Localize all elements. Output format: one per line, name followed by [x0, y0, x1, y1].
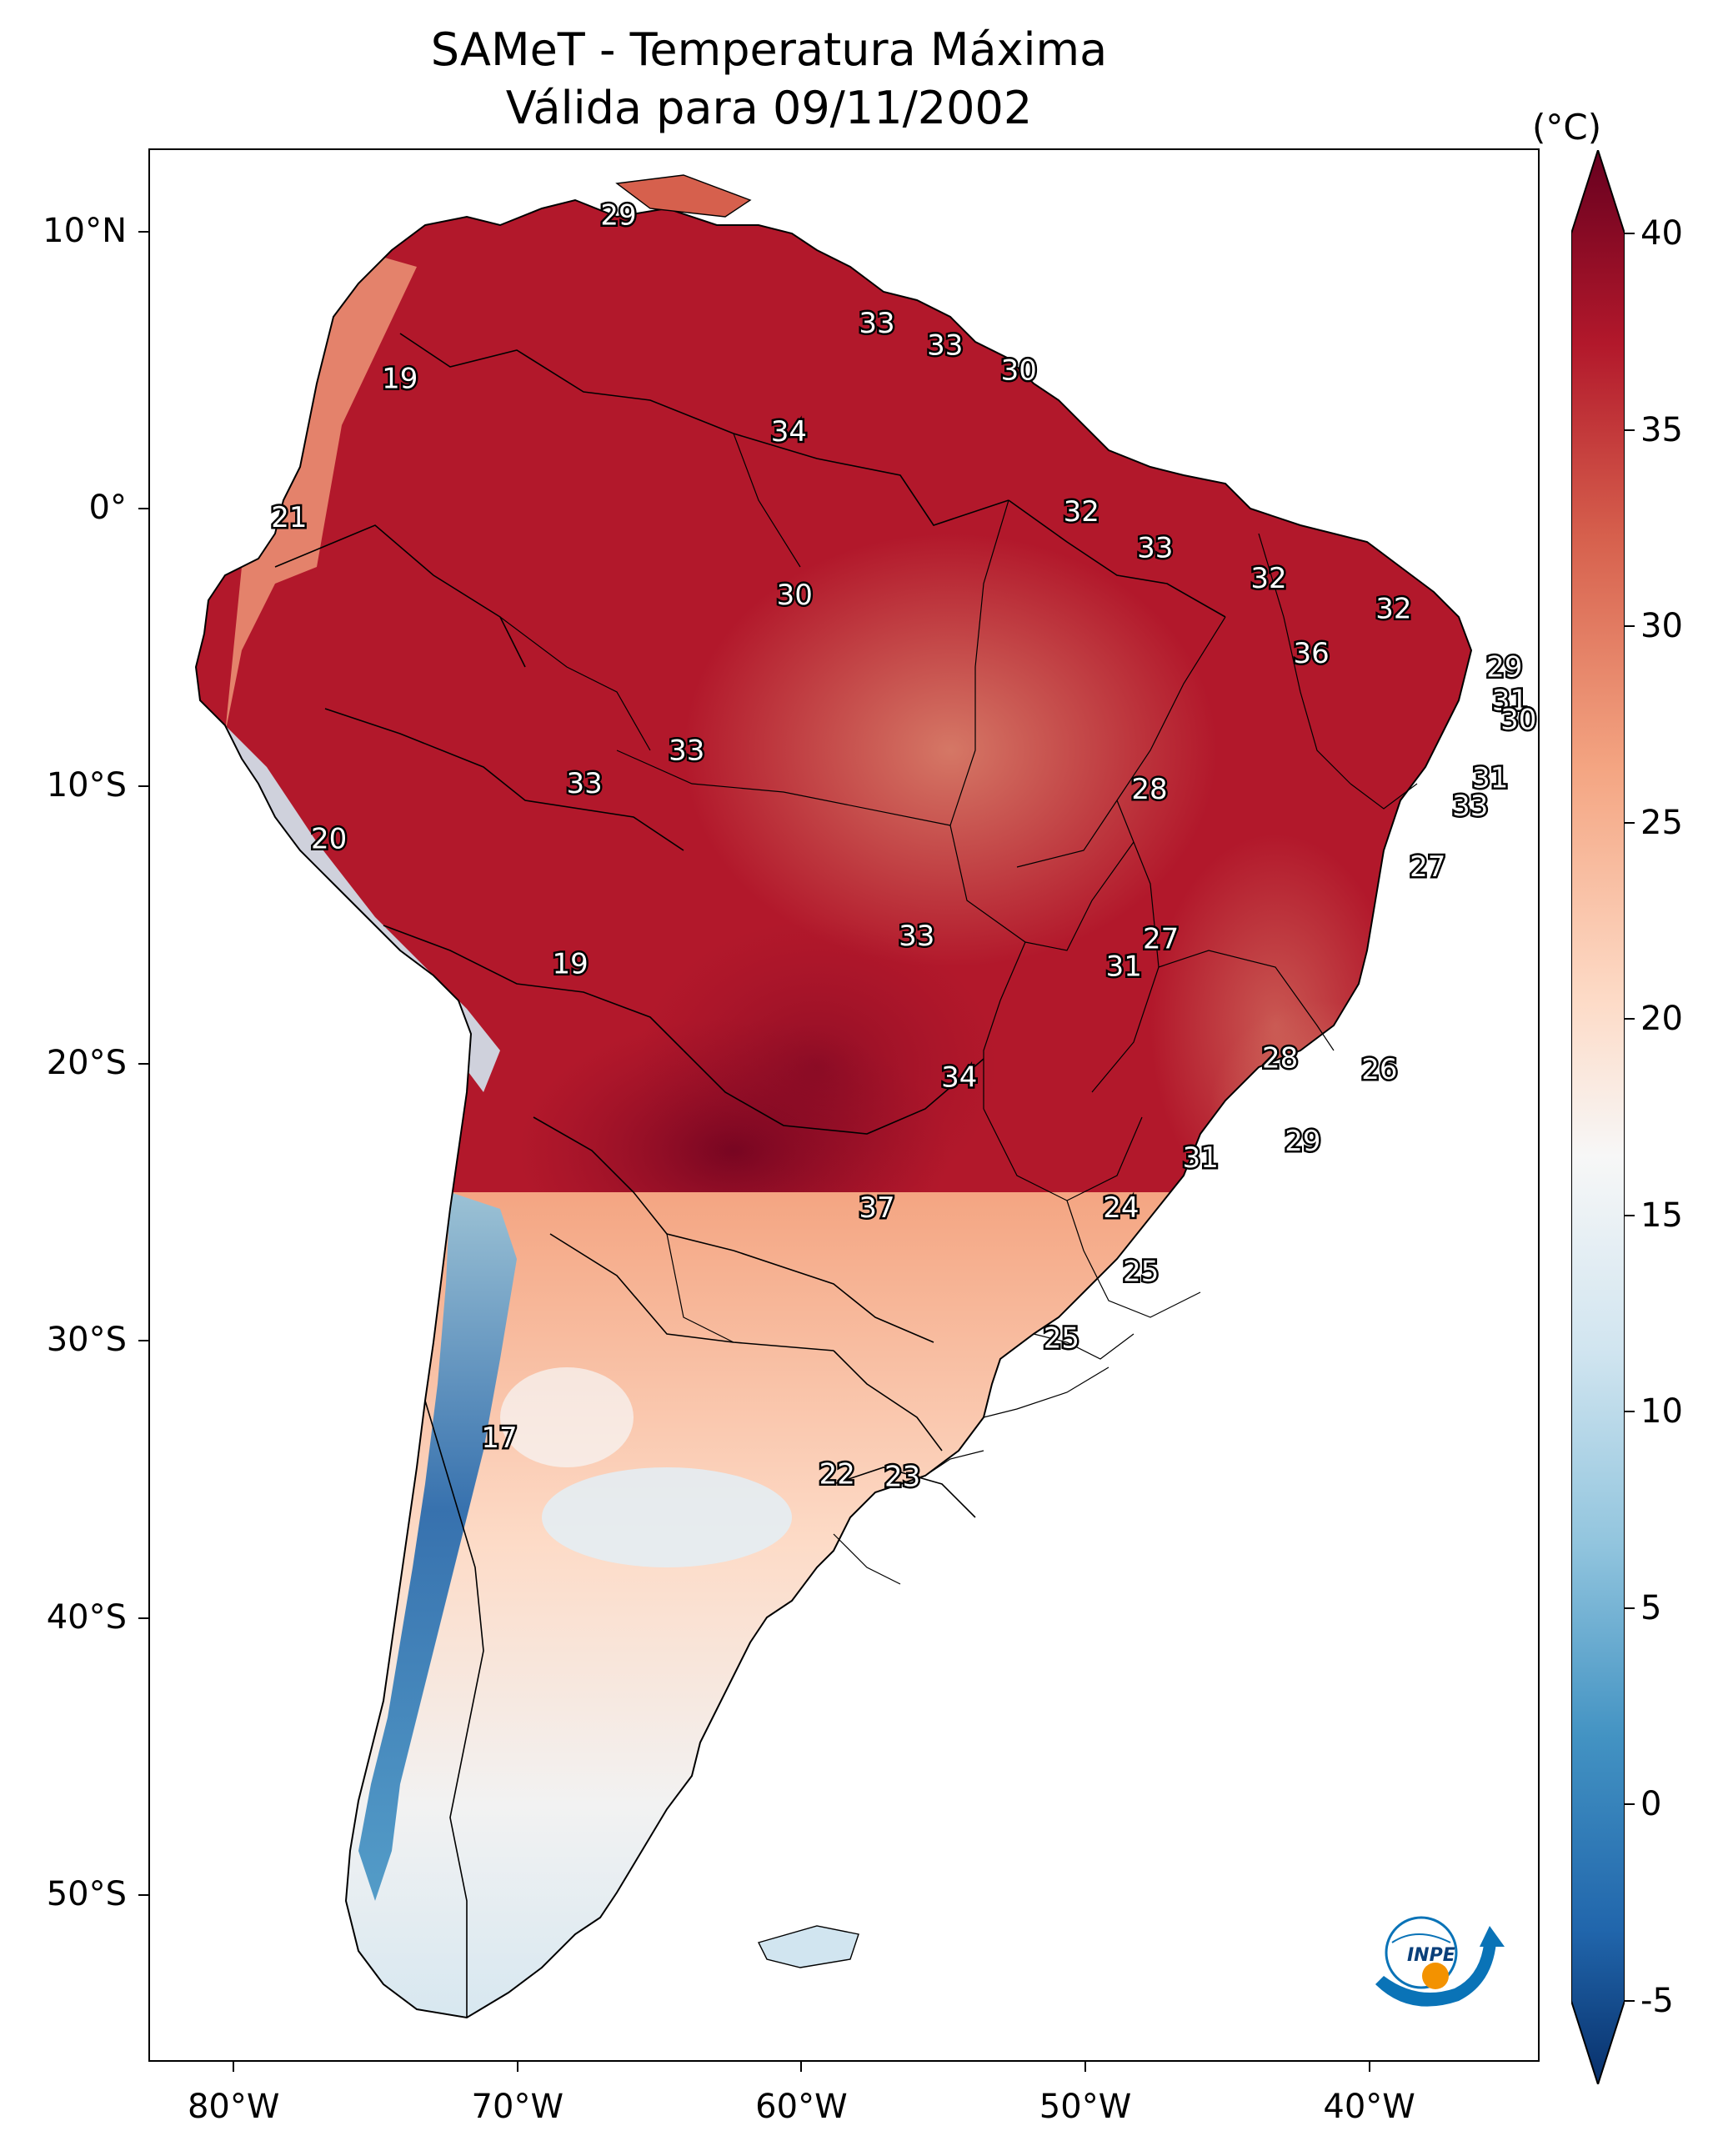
lon-tick-label: 80°W — [187, 2088, 280, 2126]
temperature-label: 31 — [1106, 950, 1142, 984]
colorbar-tick-mark — [1625, 429, 1635, 431]
temperature-label: 20 — [311, 823, 347, 856]
colorbar-tick-label: 25 — [1640, 803, 1683, 842]
colorbar-unit: (°C) — [1532, 107, 1602, 148]
colorbar-tick-mark — [1625, 1607, 1635, 1609]
colorbar-tick-mark — [1625, 821, 1635, 824]
lon-tick-mark — [800, 2062, 803, 2072]
temperature-label: 24 — [1103, 1191, 1139, 1225]
temperature-label: 37 — [859, 1191, 894, 1225]
lon-tick-mark — [233, 2062, 235, 2072]
temperature-label: 33 — [669, 734, 704, 767]
lon-tick-label: 70°W — [471, 2088, 564, 2126]
temperature-label: 29 — [600, 198, 636, 232]
temperature-label: 28 — [1262, 1042, 1298, 1075]
lat-tick-mark — [138, 230, 148, 233]
map-islands — [615, 174, 859, 1968]
temperature-label: 33 — [1137, 532, 1173, 565]
lat-tick-label: 10°S — [46, 766, 127, 805]
lat-tick-mark — [138, 1617, 148, 1619]
temperature-label: 32 — [1064, 495, 1099, 529]
temperature-label: 25 — [1123, 1256, 1159, 1289]
colorbar-tick-label: 10 — [1640, 1392, 1683, 1431]
temperature-label: 19 — [552, 947, 588, 980]
lon-tick-label: 60°W — [755, 2088, 848, 2126]
lat-tick-label: 50°S — [46, 1875, 127, 1914]
colorbar-tick-label: 40 — [1640, 214, 1683, 253]
lat-tick-mark — [138, 1340, 148, 1342]
temperature-label: 25 — [1044, 1321, 1079, 1355]
temperature-label: 29 — [1486, 651, 1522, 684]
lat-tick-label: 0° — [88, 489, 127, 528]
colorbar-tick-label: 30 — [1640, 607, 1683, 646]
colorbar-tick-mark — [1625, 2000, 1635, 2002]
temperature-label: 30 — [1500, 704, 1536, 737]
temperature-label: 23 — [884, 1461, 920, 1494]
temperature-label: 33 — [899, 920, 934, 953]
lat-tick-label: 10°N — [43, 211, 127, 250]
colorbar-tick-mark — [1625, 625, 1635, 628]
colorbar-tick-mark — [1625, 1803, 1635, 1806]
temperature-label: 30 — [1001, 354, 1037, 388]
temperature-label: 27 — [1410, 850, 1445, 884]
colorbar — [1571, 150, 1625, 2084]
temperature-label: 32 — [1250, 562, 1286, 595]
colorbar-tick-label: -5 — [1640, 1982, 1674, 2020]
state-borders — [499, 433, 1418, 1585]
temperature-label: 33 — [927, 329, 963, 363]
temperature-label: 29 — [1285, 1125, 1320, 1158]
colorbar-tick-label: 0 — [1640, 1785, 1662, 1824]
temperature-label: 17 — [481, 1421, 517, 1455]
temperature-label: 31 — [1183, 1141, 1219, 1175]
lat-tick-mark — [138, 508, 148, 510]
colorbar-tick-mark — [1625, 1411, 1635, 1413]
colorbar-tick-label: 20 — [1640, 1000, 1683, 1039]
lon-tick-mark — [1084, 2062, 1087, 2072]
lat-tick-label: 40°S — [46, 1597, 127, 1637]
lat-tick-mark — [138, 785, 148, 787]
temperature-label: 33 — [1452, 790, 1488, 823]
colorbar-tick-mark — [1625, 233, 1635, 234]
inpe-logo: INPE — [1359, 1893, 1509, 2018]
lat-tick-label: 20°S — [46, 1043, 127, 1082]
lon-tick-label: 40°W — [1323, 2088, 1415, 2126]
map-area: 29 19 33 33 30 34 21 32 33 32 30 32 36 29 31 30 33 33 28 31… — [148, 148, 1540, 2062]
lat-tick-mark — [138, 1062, 148, 1065]
temperature-label: 33 — [859, 307, 894, 340]
colorbar-tick-label: 5 — [1640, 1588, 1662, 1627]
colorbar-tick-label: 15 — [1640, 1196, 1683, 1235]
country-borders — [274, 333, 1226, 2018]
temperature-label: 33 — [566, 767, 602, 800]
temperature-label: 34 — [941, 1061, 977, 1095]
lon-tick-label: 50°W — [1039, 2088, 1132, 2126]
temperature-label: 27 — [1143, 922, 1179, 955]
temperature-label: 28 — [1131, 773, 1167, 806]
temperature-label: 31 — [1472, 762, 1508, 795]
temperature-label: 34 — [771, 415, 807, 449]
colorbar-tick-mark — [1625, 1214, 1635, 1216]
lat-tick-mark — [138, 1894, 148, 1897]
temperature-label: 19 — [382, 363, 418, 396]
chart-title: SAMeT - Temperatura Máxima — [430, 23, 1108, 76]
colorbar-tick-label: 35 — [1640, 410, 1683, 449]
svg-text:INPE: INPE — [1407, 1945, 1455, 1966]
lon-tick-mark — [1368, 2062, 1370, 2072]
temperature-label: 22 — [819, 1457, 855, 1491]
lon-tick-mark — [516, 2062, 518, 2072]
colorbar-tick-mark — [1625, 1018, 1635, 1020]
temperature-label: 31 — [1492, 684, 1528, 717]
temperature-label: 36 — [1293, 637, 1329, 670]
temperature-label: 30 — [777, 579, 813, 612]
lat-tick-label: 30°S — [46, 1321, 127, 1360]
chart-subtitle: Válida para 09/11/2002 — [505, 82, 1033, 134]
temperature-label: 32 — [1375, 593, 1411, 626]
temperature-field — [196, 200, 1471, 2018]
temperature-label: 21 — [271, 501, 307, 534]
temperature-label: 26 — [1361, 1053, 1397, 1086]
